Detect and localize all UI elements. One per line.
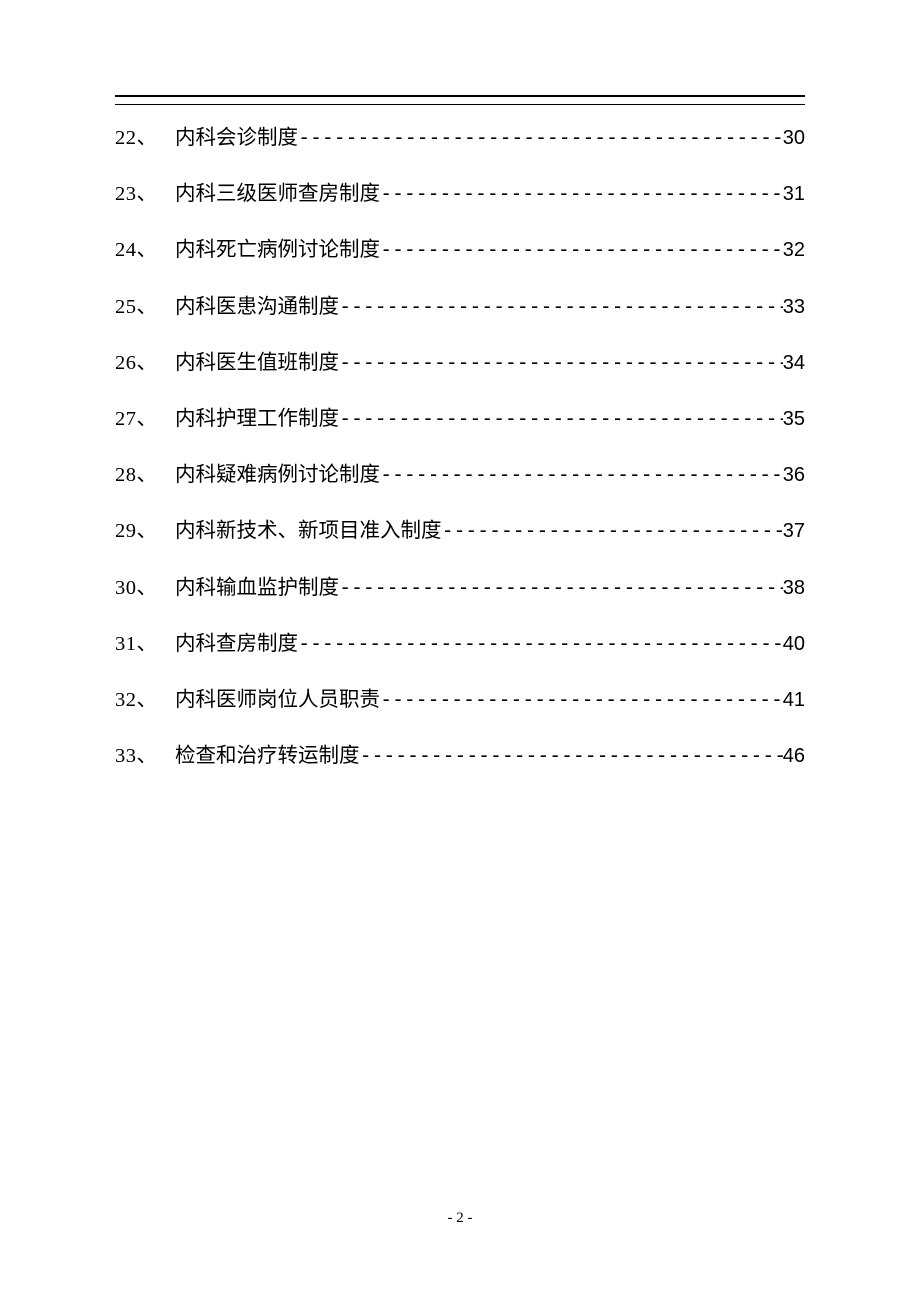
toc-item-leader: ----------------------------------------… <box>298 123 783 152</box>
toc-item-leader: ----------------------------------------… <box>339 573 783 602</box>
toc-item: 28、 内科疑难病例讨论制度 -------------------------… <box>115 460 805 490</box>
toc-item-page: 32 <box>783 236 805 264</box>
toc-item-title: 内科三级医师查房制度 <box>175 180 380 209</box>
toc-item-number: 33、 <box>115 742 175 771</box>
toc-item-number: 29、 <box>115 517 175 546</box>
toc-item-title: 内科会诊制度 <box>175 124 298 153</box>
toc-item-title: 内科医患沟通制度 <box>175 293 339 322</box>
toc-item-leader: ----------------------------------------… <box>380 460 783 489</box>
toc-item-title: 内科输血监护制度 <box>175 574 339 603</box>
toc-item: 24、 内科死亡病例讨论制度 -------------------------… <box>115 235 805 265</box>
toc-item-number: 30、 <box>115 574 175 603</box>
toc-item-title: 内科护理工作制度 <box>175 405 339 434</box>
toc-item-page: 38 <box>783 574 805 602</box>
toc-item: 27、 内科护理工作制度 ---------------------------… <box>115 404 805 434</box>
toc-item-title: 内科医师岗位人员职责 <box>175 686 380 715</box>
toc-item: 29、 内科新技术、新项目准入制度 ----------------------… <box>115 516 805 546</box>
toc-item-title: 内科新技术、新项目准入制度 <box>175 517 442 546</box>
toc-item-number: 22、 <box>115 124 175 153</box>
toc-item-number: 27、 <box>115 405 175 434</box>
toc-item-leader: ----------------------------------------… <box>442 516 783 545</box>
toc-item-number: 25、 <box>115 293 175 322</box>
toc-item-page: 37 <box>783 517 805 545</box>
toc-item-page: 31 <box>783 180 805 208</box>
toc-item-leader: ----------------------------------------… <box>380 179 783 208</box>
toc-item-title: 内科查房制度 <box>175 630 298 659</box>
toc-item-leader: ----------------------------------------… <box>380 685 783 714</box>
toc-list: 22、 内科会诊制度 -----------------------------… <box>115 123 805 771</box>
toc-item-number: 23、 <box>115 180 175 209</box>
toc-item-page: 41 <box>783 686 805 714</box>
toc-item-page: 40 <box>783 630 805 658</box>
toc-item-leader: ----------------------------------------… <box>298 629 783 658</box>
toc-item-number: 24、 <box>115 236 175 265</box>
page-number: - 2 - <box>0 1210 920 1227</box>
toc-item-page: 30 <box>783 124 805 152</box>
header-rule-thick <box>115 95 805 97</box>
toc-item-leader: ----------------------------------------… <box>360 741 783 770</box>
document-page: 22、 内科会诊制度 -----------------------------… <box>0 0 920 1302</box>
toc-item-number: 28、 <box>115 461 175 490</box>
toc-item-leader: ----------------------------------------… <box>339 292 783 321</box>
toc-item-number: 26、 <box>115 349 175 378</box>
toc-item-page: 36 <box>783 461 805 489</box>
toc-item-page: 35 <box>783 405 805 433</box>
header-rule-thin <box>115 104 805 105</box>
toc-item-leader: ----------------------------------------… <box>380 235 783 264</box>
toc-item: 26、 内科医生值班制度 ---------------------------… <box>115 348 805 378</box>
toc-item: 30、 内科输血监护制度 ---------------------------… <box>115 573 805 603</box>
toc-item: 22、 内科会诊制度 -----------------------------… <box>115 123 805 153</box>
toc-item: 25、 内科医患沟通制度 ---------------------------… <box>115 292 805 322</box>
toc-item: 23、 内科三级医师查房制度 -------------------------… <box>115 179 805 209</box>
toc-item-title: 检查和治疗转运制度 <box>175 742 360 771</box>
toc-item-title: 内科医生值班制度 <box>175 349 339 378</box>
toc-item-leader: ----------------------------------------… <box>339 348 783 377</box>
toc-item: 31、 内科查房制度 -----------------------------… <box>115 629 805 659</box>
toc-item-page: 33 <box>783 293 805 321</box>
toc-item: 32、 内科医师岗位人员职责 -------------------------… <box>115 685 805 715</box>
toc-item-number: 31、 <box>115 630 175 659</box>
toc-item-title: 内科疑难病例讨论制度 <box>175 461 380 490</box>
toc-item: 33、 检查和治疗转运制度 --------------------------… <box>115 741 805 771</box>
toc-item-page: 34 <box>783 349 805 377</box>
toc-item-page: 46 <box>783 742 805 770</box>
toc-item-title: 内科死亡病例讨论制度 <box>175 236 380 265</box>
toc-item-number: 32、 <box>115 686 175 715</box>
toc-item-leader: ----------------------------------------… <box>339 404 783 433</box>
